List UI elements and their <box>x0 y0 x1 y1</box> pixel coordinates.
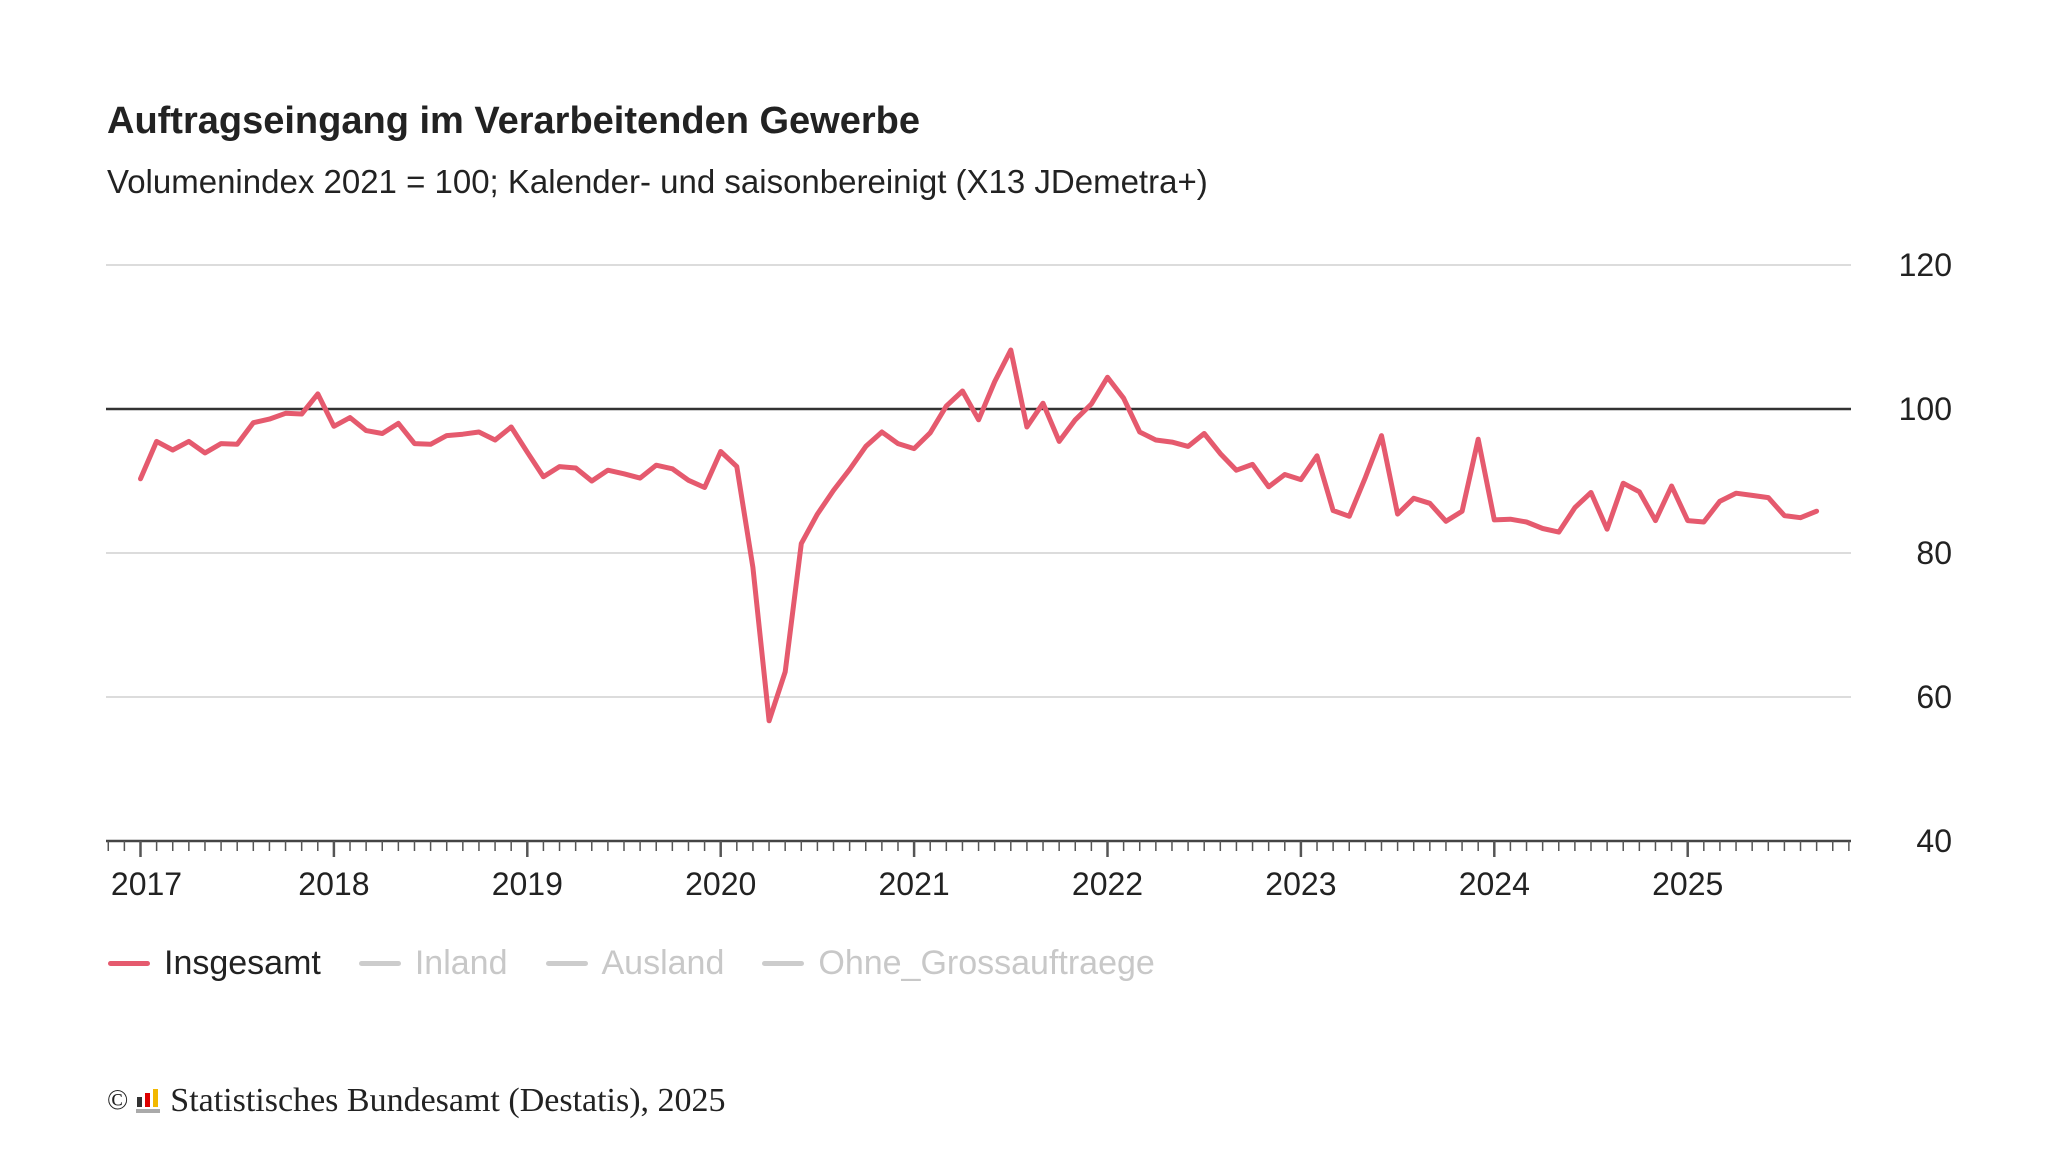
y-tick-label: 60 <box>1916 679 1952 715</box>
footer-credit: © Statistisches Bundesamt (Destatis), 20… <box>107 1082 726 1120</box>
legend-swatch <box>762 961 805 966</box>
x-tick-label: 2018 <box>298 866 369 902</box>
legend-label: Insgesamt <box>164 944 321 982</box>
legend-item-ausland[interactable]: Ausland <box>545 944 725 983</box>
legend-item-inland[interactable]: Inland <box>358 944 508 983</box>
y-tick-label: 120 <box>1899 247 1952 283</box>
chart-subtitle: Volumenindex 2021 = 100; Kalender- und s… <box>107 163 1208 200</box>
x-tick-label: 2020 <box>685 866 756 902</box>
x-tick-label: 2021 <box>879 866 950 902</box>
y-tick-label: 100 <box>1899 391 1952 427</box>
series-line-insgesamt <box>138 347 1820 724</box>
x-tick-label: 2023 <box>1265 866 1336 902</box>
legend-label: Ausland <box>601 944 725 982</box>
legend-item-ohne-grossauftraege[interactable]: Ohne_Grossauftraege <box>762 944 1155 983</box>
copyright-symbol: © <box>107 1085 129 1116</box>
x-tick-label: 2017 <box>111 866 182 902</box>
legend-label: Inland <box>414 944 508 982</box>
legend-label: Ohne_Grossauftraege <box>818 944 1155 982</box>
y-tick-label: 80 <box>1916 535 1952 571</box>
source-text: Statistisches Bundesamt (Destatis), 2025 <box>170 1082 726 1119</box>
x-tick-label: 2025 <box>1652 866 1723 902</box>
y-tick-label: 40 <box>1916 823 1952 859</box>
legend-swatch <box>358 961 401 966</box>
x-tick-label: 2024 <box>1459 866 1530 902</box>
chart-title: Auftragseingang im Verarbeitenden Gewerb… <box>107 100 920 142</box>
legend-item-insgesamt[interactable]: Insgesamt <box>108 944 321 983</box>
destatis-logo-icon <box>136 1089 161 1113</box>
x-tick-label: 2019 <box>492 866 563 902</box>
legend: Insgesamt Inland Ausland Ohne_Grossauftr… <box>108 944 1155 983</box>
legend-swatch <box>108 961 150 966</box>
x-tick-label: 2022 <box>1072 866 1143 902</box>
legend-swatch <box>545 961 588 966</box>
